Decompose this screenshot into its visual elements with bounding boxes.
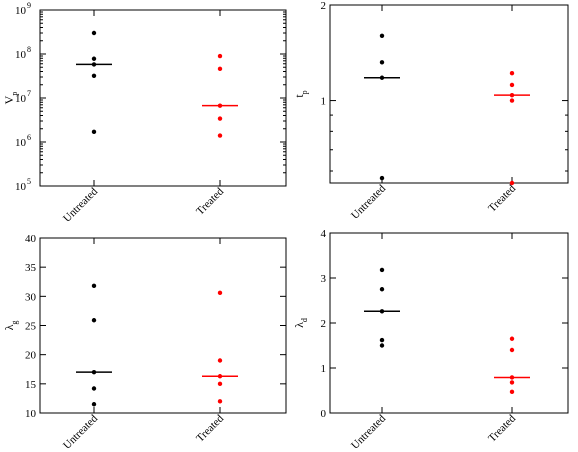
- data-point: [91, 318, 97, 323]
- y-tick-label: 10: [15, 137, 27, 149]
- category-label: Treated: [486, 412, 518, 444]
- y-tick-label: 3: [321, 273, 327, 285]
- category-label: Untreated: [61, 185, 101, 225]
- plot-frame: [329, 4, 569, 184]
- data-point: [509, 336, 515, 341]
- data-point: [509, 347, 515, 353]
- y-axis-label: tp: [292, 90, 309, 97]
- plot-frame: [329, 232, 569, 414]
- data-point: [91, 30, 97, 36]
- data-point: [91, 56, 97, 61]
- data-point: [217, 66, 223, 72]
- y-tick-exponent: 8: [27, 45, 31, 54]
- y-tick-exponent: 6: [27, 133, 31, 142]
- y-tick-label: 10: [15, 93, 27, 105]
- data-point: [91, 129, 97, 135]
- category-label: Untreated: [61, 412, 101, 452]
- chart-panel-3: 10 15 20 25 30 35 40 Untreated Treated λg: [2, 233, 287, 452]
- data-point: [509, 98, 515, 103]
- data-point: [217, 358, 223, 363]
- chart-panel-2: 1 2 Untreated Treated tp: [292, 0, 569, 222]
- data-point: [379, 337, 385, 343]
- data-point: [379, 175, 385, 181]
- chart-panel-4: 0 1 2 3 4 Untreated Treated λd: [292, 228, 569, 452]
- y-tick-exponent: 9: [27, 1, 31, 10]
- data-point: [91, 283, 97, 289]
- data-point: [91, 402, 97, 407]
- y-tick-label: 20: [25, 350, 37, 362]
- data-point: [379, 60, 385, 65]
- y-tick-exponent: 7: [27, 89, 31, 98]
- data-point: [509, 82, 515, 88]
- y-tick-label: 35: [25, 262, 37, 274]
- y-tick-label: 2: [321, 0, 327, 12]
- y-tick-label: 40: [25, 233, 37, 245]
- data-point: [509, 380, 515, 385]
- category-label: Untreated: [349, 412, 389, 452]
- plot-frame: [39, 9, 287, 187]
- y-tick-label: 10: [15, 5, 27, 17]
- data-point: [379, 343, 385, 348]
- y-tick-label: 30: [25, 291, 37, 303]
- y-tick-label: 10: [15, 49, 27, 61]
- y-tick-label: 1: [321, 96, 327, 108]
- data-point: [509, 389, 515, 395]
- data-point: [217, 133, 223, 138]
- y-tick-label: 10: [25, 408, 37, 420]
- data-point: [217, 116, 223, 121]
- y-tick-label: 4: [321, 228, 327, 240]
- category-label: Untreated: [349, 182, 389, 222]
- y-tick-label: 2: [321, 318, 327, 330]
- data-point: [91, 386, 97, 391]
- y-axis-label: λd: [292, 318, 309, 328]
- y-tick-label: 10: [15, 181, 27, 193]
- data-point: [509, 70, 515, 76]
- category-label: Treated: [194, 185, 226, 217]
- data-point: [509, 180, 515, 186]
- y-tick-label: 0: [321, 408, 327, 420]
- y-tick-label: 1: [321, 363, 327, 375]
- y-tick-label: 25: [25, 321, 37, 333]
- data-point: [379, 287, 385, 292]
- y-tick-label: 15: [25, 379, 37, 391]
- y-tick-exponent: 5: [27, 177, 31, 186]
- y-axis-label: Vp: [2, 92, 19, 105]
- category-label: Treated: [486, 182, 518, 214]
- category-label: Treated: [194, 412, 226, 444]
- data-point: [217, 53, 223, 59]
- data-point: [91, 73, 97, 78]
- plot-frame: [39, 237, 287, 414]
- data-point: [379, 267, 385, 273]
- data-point: [217, 290, 223, 296]
- data-point: [379, 33, 385, 38]
- data-point: [217, 399, 223, 404]
- y-axis-label: λg: [2, 321, 19, 331]
- data-point: [217, 381, 223, 387]
